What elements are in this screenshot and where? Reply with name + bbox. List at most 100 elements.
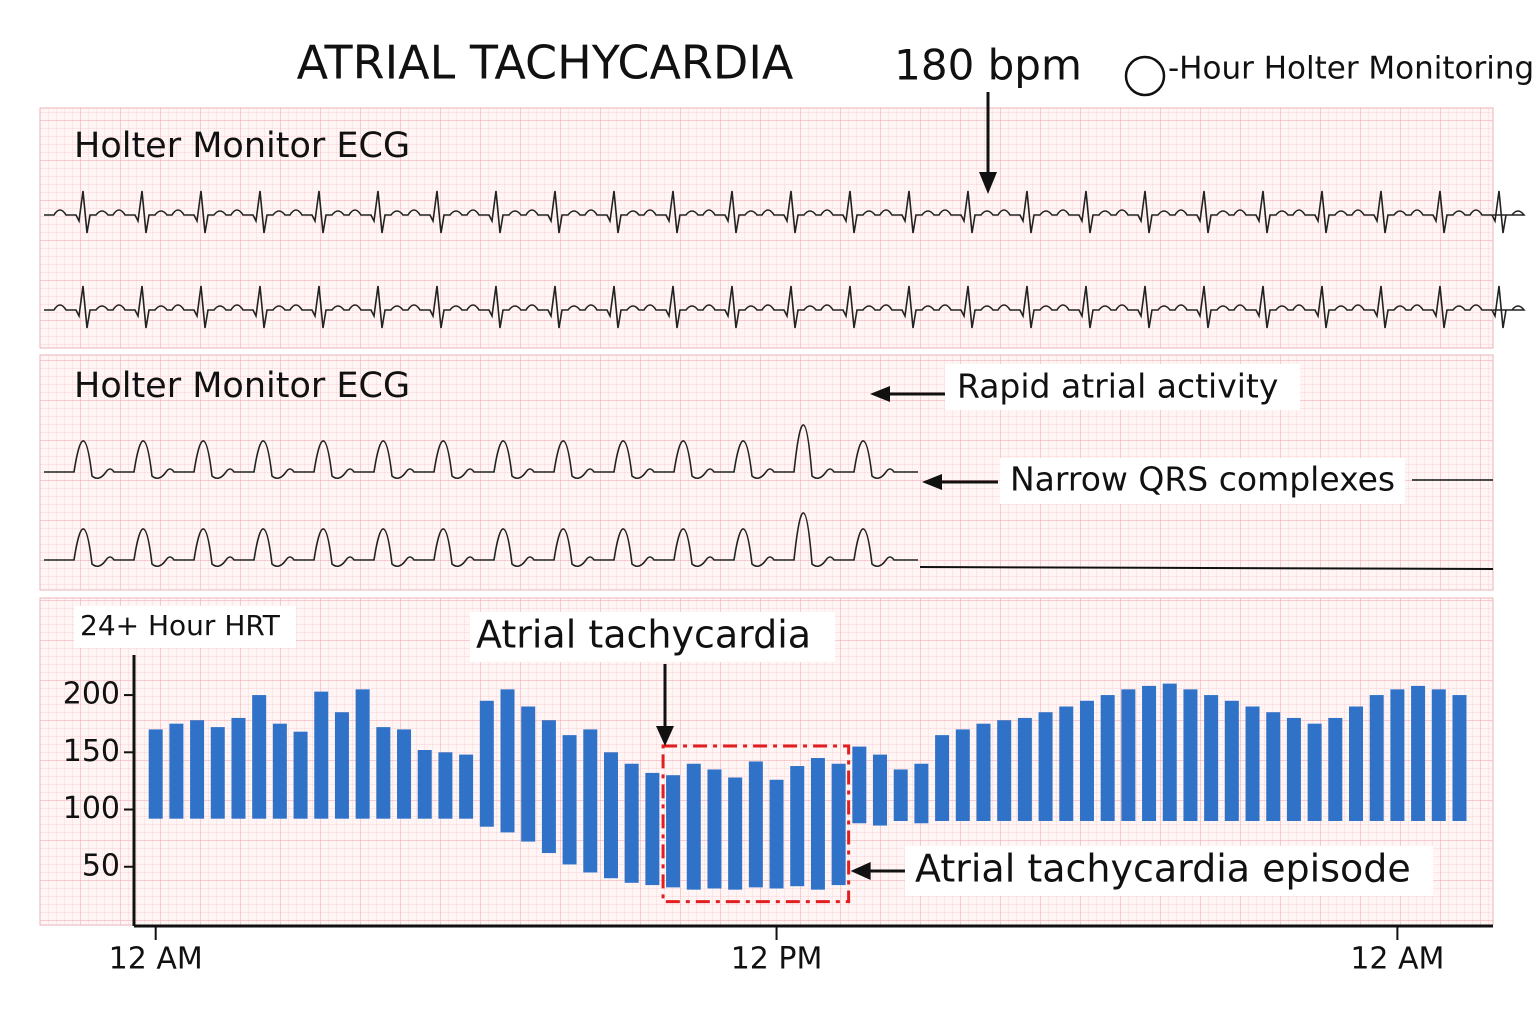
- clock-icon: [1124, 55, 1166, 97]
- ecg-trace: [44, 512, 918, 568]
- bar: [603, 752, 618, 879]
- bar: [645, 772, 660, 886]
- bar: [1059, 706, 1074, 821]
- bar: [976, 723, 991, 821]
- bar: [935, 735, 950, 821]
- bar: [293, 731, 308, 819]
- bar: [252, 695, 267, 819]
- bar: [1204, 695, 1219, 821]
- bar: [1121, 689, 1136, 821]
- bar: [666, 775, 681, 888]
- bar: [521, 706, 536, 842]
- bar: [707, 769, 722, 889]
- bar: [1162, 683, 1177, 821]
- ecg-trace: [44, 424, 918, 480]
- bar: [438, 752, 453, 819]
- ecg-label: Holter Monitor ECG: [74, 366, 410, 406]
- episode-label: Atrial tachycardia episode: [915, 847, 1411, 891]
- bar: [148, 729, 163, 819]
- monitoring: -Hour Holter Monitoring: [1168, 51, 1534, 87]
- annotation: Rapid atrial activity: [957, 367, 1278, 406]
- bar: [1245, 706, 1260, 821]
- bar: [748, 761, 763, 888]
- bar: [955, 729, 970, 821]
- bar: [831, 763, 846, 886]
- chart-annotation: Atrial tachycardia: [476, 613, 811, 657]
- y-tick-label: 200: [63, 677, 120, 712]
- bar: [790, 766, 805, 887]
- episode-box: [661, 744, 851, 904]
- bar: [1038, 712, 1053, 821]
- bar: [210, 727, 225, 819]
- bar: [541, 720, 556, 854]
- bar: [1142, 685, 1157, 821]
- bar: [893, 769, 908, 821]
- chart-title: 24+ Hour HRT: [80, 609, 281, 642]
- ecg-trace: [44, 285, 1526, 329]
- bar: [1369, 695, 1384, 821]
- ecg-trace: [44, 190, 1526, 234]
- bar: [272, 723, 287, 819]
- label-bg: [74, 606, 296, 648]
- title: ATRIAL TACHYCARDIA: [297, 36, 794, 90]
- y-tick-label: 100: [63, 791, 120, 826]
- bar: [1286, 717, 1301, 821]
- x-tick-label: 12 PM: [731, 942, 823, 977]
- bar: [1017, 717, 1032, 821]
- annotation: Narrow QRS complexes: [1010, 460, 1395, 499]
- label-bg: [1000, 458, 1405, 504]
- bar: [1224, 700, 1239, 821]
- bar: [1328, 717, 1343, 821]
- bar: [169, 723, 184, 819]
- arrow-head: [850, 862, 871, 880]
- arrow-head: [870, 386, 890, 402]
- baseline: [919, 566, 1494, 570]
- bar: [873, 754, 888, 826]
- bar: [728, 777, 743, 890]
- bar: [914, 763, 929, 824]
- y-tick-label: 50: [82, 848, 120, 883]
- bar: [376, 727, 391, 819]
- x-tick-label: 12 AM: [1350, 942, 1444, 977]
- bar: [624, 763, 639, 883]
- arrow-head: [922, 474, 942, 490]
- bar: [1100, 695, 1115, 821]
- bar: [1307, 723, 1322, 821]
- bar: [397, 729, 412, 819]
- bar: [417, 750, 432, 819]
- bar: [769, 779, 784, 889]
- bar: [1079, 700, 1094, 821]
- bar: [314, 691, 329, 819]
- bar: [562, 735, 577, 865]
- bar: [479, 700, 494, 827]
- bar: [852, 746, 867, 824]
- bar: [1431, 689, 1446, 821]
- label-bg: [470, 612, 835, 662]
- bar: [1266, 712, 1281, 821]
- bar: [1390, 689, 1405, 821]
- arrow-head: [979, 172, 997, 194]
- bar: [686, 763, 701, 890]
- ecg-label: Holter Monitor ECG: [74, 126, 410, 166]
- bar: [1452, 695, 1467, 821]
- x-tick-label: 12 AM: [109, 942, 203, 977]
- bar: [231, 717, 246, 819]
- y-tick-label: 150: [63, 734, 120, 769]
- bar: [1183, 689, 1198, 821]
- label-bg: [905, 846, 1433, 896]
- bar: [500, 689, 515, 833]
- arrow-head: [656, 726, 674, 747]
- rate: 180 bpm: [894, 41, 1082, 90]
- bar: [997, 720, 1012, 821]
- bar: [190, 720, 205, 819]
- bar: [334, 712, 349, 819]
- bar: [583, 729, 598, 873]
- bar: [810, 758, 825, 890]
- bar: [459, 754, 474, 819]
- bar: [1349, 706, 1364, 821]
- bar: [355, 689, 370, 819]
- bar: [1411, 685, 1426, 821]
- label-bg: [945, 364, 1300, 410]
